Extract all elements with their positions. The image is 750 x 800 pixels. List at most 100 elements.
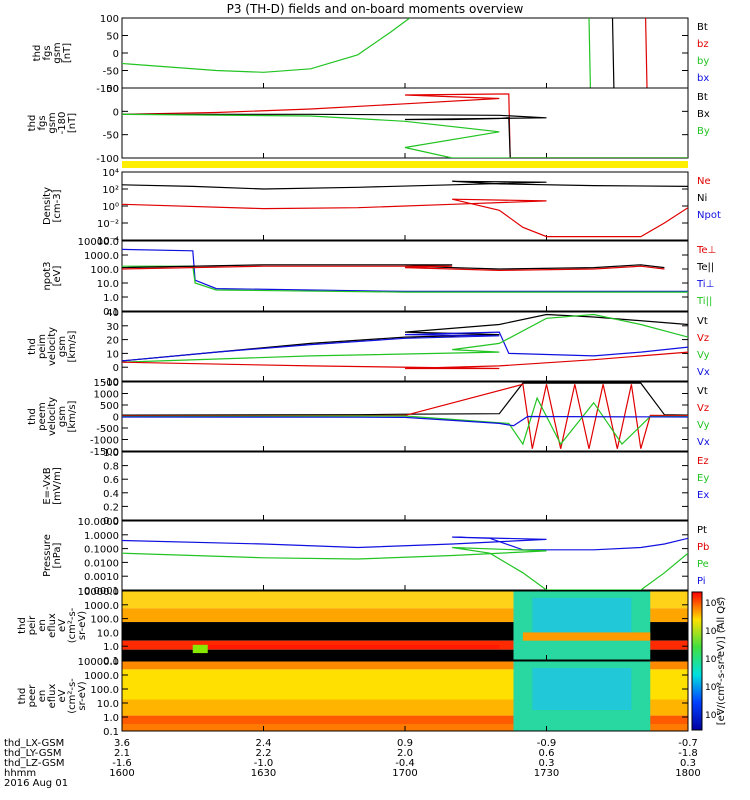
legend-entry: Ey: [697, 473, 709, 484]
legend-entry: Bx: [697, 109, 710, 120]
y-axis-label: (cm²-s-: [67, 607, 78, 643]
spectrogram-region: [192, 644, 500, 649]
y-axis-label: [km/s]: [67, 330, 78, 362]
legend-entry: Ni: [697, 193, 707, 204]
date-label: 2016 Aug 01: [4, 778, 68, 789]
series-line-Te⊥: [122, 265, 665, 272]
series-line-Vz: [122, 383, 688, 449]
colorbar: [691, 591, 703, 731]
y-axis-label: Density: [42, 187, 53, 225]
x-axis-value: -0.9: [537, 738, 557, 749]
y-axis-label: eV: [57, 689, 68, 702]
y-axis-label: sr-eV): [77, 681, 88, 710]
y-axis-label: [mV/m]: [52, 467, 63, 505]
series-line-Bx: [122, 93, 688, 158]
y-tick-label: 20: [106, 336, 119, 347]
legend-entry: Vt: [697, 316, 708, 327]
y-tick-label: 0: [113, 49, 119, 60]
series-line-Bt: [611, 18, 615, 88]
x-axis-value: -1.6: [112, 758, 132, 769]
spectrogram-band: [122, 661, 688, 670]
page-title: P3 (TH-D) fields and on-board moments ov…: [226, 2, 524, 16]
y-axis-label: thd: [27, 115, 38, 132]
y-tick-label: 0.1: [103, 656, 119, 667]
legend-entry: Vz: [697, 403, 709, 414]
y-tick-label: -500: [96, 424, 119, 435]
series-group-7: [122, 536, 688, 590]
colorbar-tick: 10⁴: [705, 655, 720, 665]
series-line-Vt: [122, 382, 688, 416]
y-tick-label: -50: [103, 67, 119, 78]
y-axis-label: fgs: [37, 115, 48, 130]
x-axis-value: 0.9: [397, 738, 413, 749]
spectrogram-band: [122, 715, 688, 724]
y-tick-label: 0.1: [103, 727, 119, 738]
y-axis-label: peir: [27, 615, 38, 635]
y-tick-label: 1500: [94, 378, 119, 389]
y-tick-label: 0: [113, 363, 119, 374]
y-tick-label: 10⁻⁴: [97, 236, 119, 247]
series-line-Vt: [122, 313, 688, 362]
y-tick-label: 1.0: [103, 448, 119, 459]
x-axis-row-label: hhmm: [4, 768, 36, 779]
series-group-4: [122, 313, 688, 373]
y-axis-label: [eV]: [52, 266, 63, 287]
y-tick-label: 100.0: [90, 615, 119, 626]
y-tick-label: 0.8: [103, 462, 119, 473]
y-axis-label: gsm: [57, 336, 68, 357]
series-line-By: [122, 113, 688, 158]
status-strip: [122, 161, 688, 168]
series-line-Pe: [122, 546, 688, 590]
y-tick-label: 0.2: [103, 502, 119, 513]
legend-entry: by: [697, 56, 709, 67]
y-axis-label: thd: [17, 688, 28, 705]
series-line-Ne: [122, 198, 688, 238]
y-axis-label: peer: [27, 684, 38, 708]
colorbar-tick: 10⁰: [705, 711, 720, 721]
y-axis-label: eflux: [47, 684, 58, 709]
x-axis-value: 1700: [392, 768, 417, 779]
y-tick-label: 40: [106, 308, 119, 319]
panel-frame: [121, 311, 689, 382]
y-tick-label: 0.1000: [84, 545, 119, 556]
y-axis-label: [km/s]: [67, 400, 78, 432]
y-tick-label: 1.0: [103, 713, 119, 724]
y-tick-label: 10.0: [97, 699, 119, 710]
x-axis-value: 2.4: [256, 738, 272, 749]
colorbar-tick: 10²: [705, 683, 720, 693]
spectrogram-region: [192, 644, 208, 654]
y-tick-label: 30: [106, 322, 119, 333]
y-tick-label: 0.4: [103, 489, 119, 500]
panel-frame: [121, 451, 689, 521]
y-tick-label: 1.0: [103, 642, 119, 653]
series-group-2: [122, 180, 688, 238]
x-axis-value: 1730: [534, 768, 559, 779]
x-axis-value: -1.8: [678, 748, 698, 759]
y-tick-label: 0.0: [103, 516, 119, 527]
y-tick-label: -100: [96, 84, 119, 95]
x-axis-value: 2.2: [256, 748, 272, 759]
y-tick-label: 10000.0: [78, 657, 119, 668]
y-axis-label: gsm: [57, 406, 68, 427]
y-tick-label: 100: [100, 14, 119, 25]
y-axis-label: [nPa]: [52, 542, 63, 568]
y-tick-label: 0.0100: [84, 558, 119, 569]
series-line-Vy: [122, 396, 688, 446]
legend-entry: Ti||: [696, 296, 712, 307]
y-axis-label: thd: [17, 617, 28, 634]
legend-entry: Vz: [697, 333, 709, 344]
y-tick-label: 1000: [94, 390, 119, 401]
legend-entry: Ex: [697, 490, 709, 501]
x-axis-value: 1600: [109, 768, 134, 779]
y-tick-label: 10.0: [97, 628, 119, 639]
legend-entry: Bt: [697, 92, 708, 103]
y-tick-label: -10: [103, 377, 119, 388]
y-axis-label: eflux: [47, 613, 58, 638]
legend-entry: Vx: [697, 367, 710, 378]
y-axis-label: en: [37, 690, 48, 703]
y-tick-label: 0: [113, 107, 119, 118]
series-group-0: [122, 18, 648, 88]
y-axis-label: -180: [57, 112, 68, 135]
legend-entry: Te⊥: [696, 245, 716, 256]
legend-entry: Ne: [697, 176, 711, 187]
